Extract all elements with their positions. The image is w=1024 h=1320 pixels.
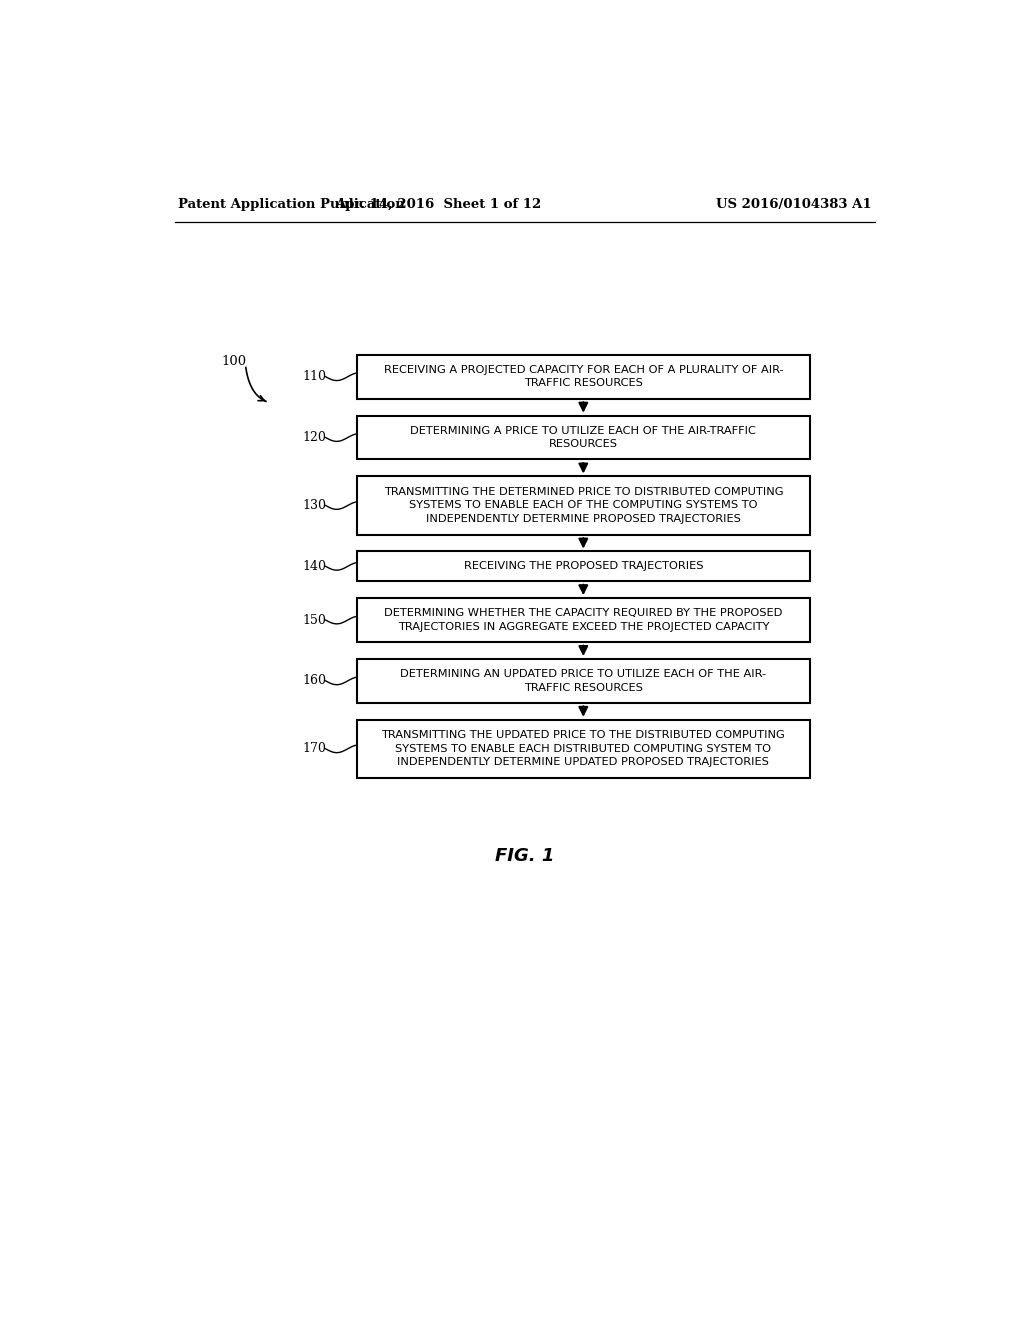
Bar (356, 416, 810, 459)
Bar (356, 719, 810, 777)
Text: US 2016/0104383 A1: US 2016/0104383 A1 (717, 198, 872, 211)
Text: DETERMINING A PRICE TO UTILIZE EACH OF THE AIR-TRAFFIC
RESOURCES: DETERMINING A PRICE TO UTILIZE EACH OF T… (411, 426, 757, 449)
Text: Patent Application Publication: Patent Application Publication (178, 198, 406, 211)
Text: 130: 130 (302, 499, 327, 512)
Text: 150: 150 (302, 614, 327, 627)
Bar (356, 552, 810, 581)
Text: 120: 120 (302, 432, 327, 444)
Text: Apr. 14, 2016  Sheet 1 of 12: Apr. 14, 2016 Sheet 1 of 12 (335, 198, 541, 211)
Text: TRANSMITTING THE DETERMINED PRICE TO DISTRIBUTED COMPUTING
SYSTEMS TO ENABLE EAC: TRANSMITTING THE DETERMINED PRICE TO DIS… (384, 487, 783, 524)
Bar (356, 355, 810, 399)
Text: 140: 140 (302, 560, 327, 573)
Bar (356, 477, 810, 535)
Text: 100: 100 (221, 355, 246, 368)
Text: RECEIVING A PROJECTED CAPACITY FOR EACH OF A PLURALITY OF AIR-
TRAFFIC RESOURCES: RECEIVING A PROJECTED CAPACITY FOR EACH … (384, 364, 783, 388)
Text: DETERMINING WHETHER THE CAPACITY REQUIRED BY THE PROPOSED
TRAJECTORIES IN AGGREG: DETERMINING WHETHER THE CAPACITY REQUIRE… (384, 609, 782, 632)
Text: TRANSMITTING THE UPDATED PRICE TO THE DISTRIBUTED COMPUTING
SYSTEMS TO ENABLE EA: TRANSMITTING THE UPDATED PRICE TO THE DI… (381, 730, 785, 767)
Text: 170: 170 (302, 742, 327, 755)
Text: DETERMINING AN UPDATED PRICE TO UTILIZE EACH OF THE AIR-
TRAFFIC RESOURCES: DETERMINING AN UPDATED PRICE TO UTILIZE … (400, 669, 766, 693)
Bar (356, 598, 810, 642)
Text: RECEIVING THE PROPOSED TRAJECTORIES: RECEIVING THE PROPOSED TRAJECTORIES (464, 561, 703, 572)
Text: 160: 160 (302, 675, 327, 688)
Text: 110: 110 (302, 370, 327, 383)
Text: FIG. 1: FIG. 1 (496, 847, 554, 865)
Bar (356, 659, 810, 702)
